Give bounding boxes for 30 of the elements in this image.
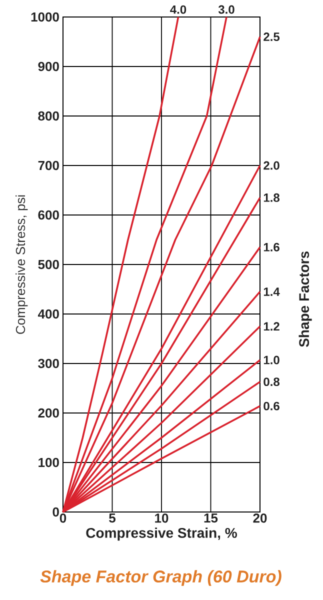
x-tick-label: 10 — [155, 514, 168, 523]
x-tick-label: 5 — [109, 514, 116, 523]
series-label: 3.0 — [218, 5, 234, 14]
series-label: 1.0 — [264, 356, 280, 364]
y-tick-label: 100 — [38, 458, 59, 468]
series-label: 4.0 — [170, 5, 186, 14]
x-tick-label: 15 — [204, 514, 218, 523]
y-axis-title: Compressive Stress, psi — [16, 195, 28, 334]
series-label: 1.8 — [264, 193, 280, 202]
series-label: 1.2 — [264, 322, 280, 331]
y-tick-label: 200 — [38, 408, 59, 418]
series-label: 1.4 — [264, 288, 280, 296]
series-label: 1.6 — [264, 242, 280, 252]
series-label: 0.8 — [264, 378, 280, 386]
y-tick-label: 300 — [38, 358, 59, 368]
x-axis-title: Compressive Strain, % — [86, 528, 237, 541]
y-tick-label: 1000 — [31, 12, 59, 22]
y-tick-label: 900 — [38, 62, 59, 72]
y-tick-label: 600 — [38, 210, 59, 220]
y-tick-label: 500 — [38, 260, 59, 270]
series-label: 0.6 — [264, 402, 280, 410]
y2-axis-title: Shape Factors — [298, 252, 312, 347]
x-tick-label: 0 — [60, 514, 66, 523]
text: Shape Factor Graph (60 Duro) — [40, 570, 282, 586]
series-label: 2.0 — [264, 161, 280, 170]
x-tick-label: 20 — [253, 514, 267, 523]
series-label: 2.5 — [264, 32, 280, 42]
y-tick-label: 400 — [38, 309, 59, 319]
y-tick-label: 800 — [38, 111, 59, 121]
y-tick-label: 700 — [38, 160, 59, 170]
